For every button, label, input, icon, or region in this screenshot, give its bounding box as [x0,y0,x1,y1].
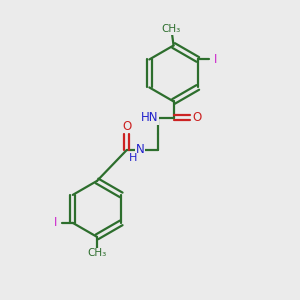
Text: O: O [122,120,131,133]
Text: N: N [136,143,144,156]
Text: HN: HN [141,111,159,124]
Text: I: I [53,216,57,230]
Text: I: I [214,53,217,66]
Text: H: H [128,153,137,163]
Text: O: O [193,111,202,124]
Text: CH₃: CH₃ [162,24,181,34]
Text: CH₃: CH₃ [87,248,106,258]
